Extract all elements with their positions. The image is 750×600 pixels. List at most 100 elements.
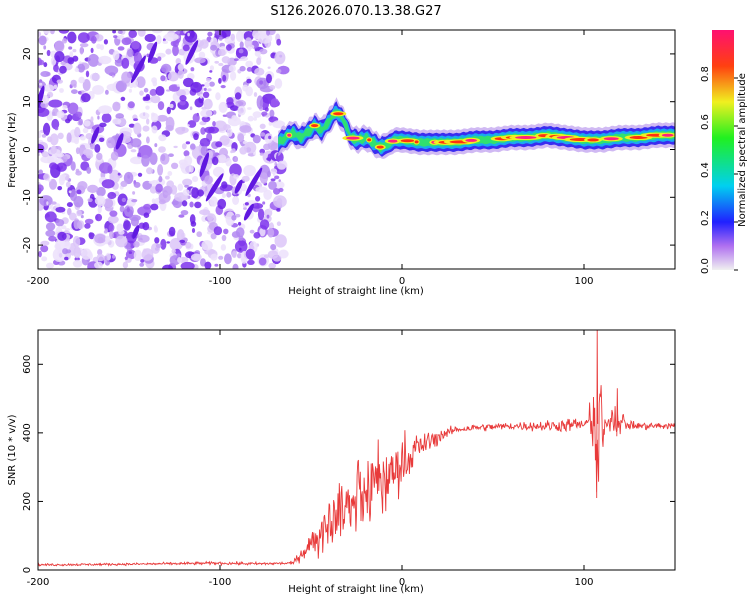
noise-blob — [133, 249, 143, 261]
noise-blob — [151, 125, 158, 134]
noise-blob — [200, 127, 206, 135]
noise-blob — [210, 232, 217, 240]
noise-blob — [62, 38, 68, 44]
noise-blob — [79, 43, 89, 48]
noise-blob — [185, 241, 192, 249]
noise-blob — [146, 53, 150, 58]
noise-blob — [39, 195, 53, 207]
noise-blob — [86, 166, 92, 174]
noise-blob — [108, 223, 115, 232]
noise-blob — [113, 35, 118, 39]
noise-blob — [81, 93, 91, 103]
noise-blob — [256, 95, 264, 109]
noise-blob — [139, 262, 145, 267]
noise-blob — [180, 210, 189, 216]
noise-blob — [49, 30, 55, 35]
noise-blob — [166, 89, 171, 92]
noise-blob — [225, 211, 235, 226]
noise-blob — [246, 78, 252, 84]
noise-blob — [67, 102, 79, 115]
noise-blob — [222, 74, 227, 82]
noise-blob — [226, 191, 232, 198]
noise-blob — [184, 155, 193, 166]
noise-blob — [189, 106, 193, 111]
noise-blob — [53, 84, 58, 89]
noise-blob — [101, 113, 112, 123]
noise-blob — [166, 106, 171, 115]
noise-blob — [226, 128, 233, 137]
noise-blob — [41, 151, 49, 158]
noise-blob — [130, 216, 139, 227]
noise-blob — [179, 95, 187, 102]
noise-blob — [130, 156, 144, 165]
noise-blob — [218, 154, 227, 164]
noise-blob — [169, 255, 181, 266]
noise-blob — [122, 261, 129, 269]
noise-blob — [187, 124, 190, 127]
noise-blob — [138, 145, 153, 159]
noise-blob — [267, 66, 271, 69]
noise-blob — [203, 98, 213, 110]
noise-blob — [207, 88, 212, 92]
noise-blob — [43, 84, 55, 92]
ridge-hotspot-core — [587, 138, 599, 142]
spectrogram-x-tick-label: 0 — [399, 276, 405, 287]
noise-blob — [131, 199, 138, 203]
noise-blob — [221, 193, 226, 199]
noise-blob — [231, 215, 237, 221]
noise-blob — [116, 223, 124, 232]
noise-blob — [90, 47, 94, 54]
ridge-hotspot-core — [400, 139, 415, 143]
noise-blob — [67, 31, 77, 44]
noise-blob — [276, 208, 281, 212]
noise-blob — [54, 243, 61, 250]
noise-streak — [130, 55, 146, 83]
noise-blob — [273, 187, 281, 195]
noise-blob — [126, 207, 130, 213]
noise-blob — [176, 84, 180, 87]
noise-blob — [127, 101, 135, 109]
noise-blob — [252, 134, 261, 144]
noise-blob — [218, 77, 222, 84]
noise-blob — [51, 118, 60, 130]
noise-blob — [130, 138, 142, 148]
noise-blob — [237, 105, 246, 116]
snr-x-tick-label: 0 — [399, 577, 405, 588]
noise-blob — [97, 115, 100, 120]
ridge-hotspot-core — [629, 136, 648, 139]
noise-blob — [179, 239, 186, 243]
noise-blob — [276, 160, 287, 170]
noise-blob — [69, 189, 77, 202]
noise-blob — [203, 87, 207, 91]
noise-blob — [224, 253, 232, 265]
noise-blob — [204, 261, 212, 269]
noise-blob — [233, 58, 239, 61]
noise-blob — [38, 35, 47, 46]
noise-blob — [79, 46, 84, 55]
noise-blob — [74, 67, 80, 72]
noise-blob — [98, 55, 112, 65]
noise-blob — [81, 248, 92, 260]
noise-blob — [243, 165, 256, 177]
noise-blob — [145, 93, 151, 100]
noise-blob — [274, 234, 287, 248]
noise-blob — [75, 111, 82, 118]
ridge-hotspot-core — [661, 133, 674, 137]
noise-blob — [259, 227, 266, 237]
noise-blob — [217, 49, 226, 56]
noise-blob — [264, 208, 273, 218]
noise-blob — [149, 186, 157, 194]
noise-blob — [234, 157, 239, 162]
noise-blob — [57, 132, 64, 140]
noise-blob — [230, 33, 235, 41]
spectrogram-x-tick-label: -200 — [27, 276, 50, 287]
noise-blob — [142, 125, 150, 132]
snr-series-line — [38, 330, 675, 567]
noise-blob — [127, 49, 134, 57]
noise-blob — [96, 253, 105, 262]
noise-blob — [149, 88, 157, 97]
noise-blob — [215, 92, 221, 101]
noise-blob — [71, 89, 78, 94]
noise-blob — [267, 227, 275, 238]
